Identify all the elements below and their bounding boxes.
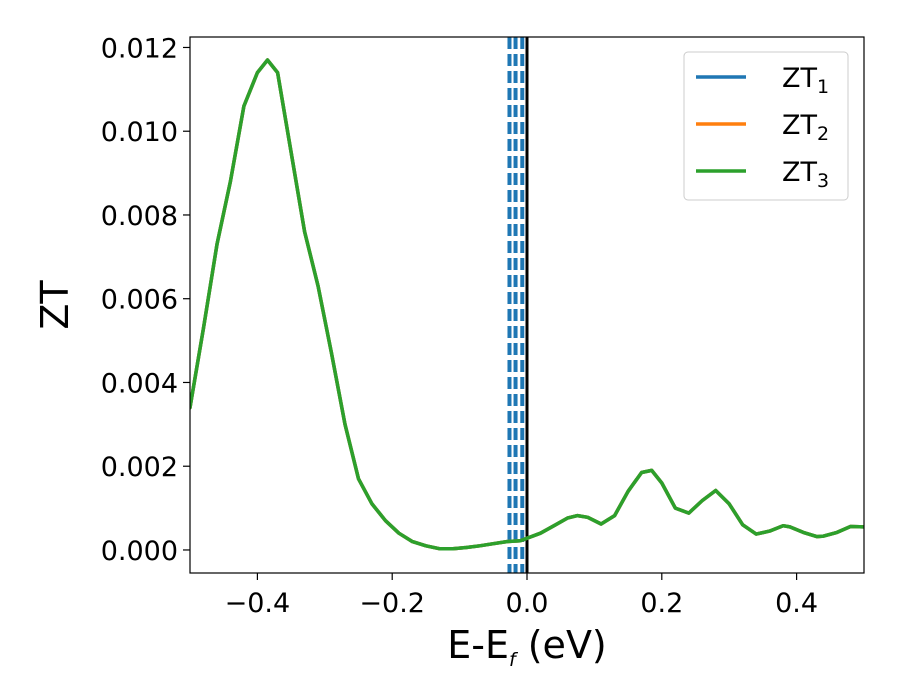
x-axis-label: E-Ef (eV) <box>447 623 607 671</box>
x-tick-label: −0.4 <box>225 588 291 619</box>
y-axis-label: ZT <box>33 280 77 330</box>
y-axis: 0.000 0.002 0.004 0.006 0.008 0.010 0.012 <box>101 33 190 567</box>
legend: ZT1 ZT2 ZT3 <box>683 51 849 201</box>
y-tick-label: 0.010 <box>101 117 178 148</box>
y-tick-label: 0.008 <box>101 201 178 232</box>
series-lines <box>190 58 864 551</box>
legend-label-2: ZT2 <box>782 110 829 145</box>
x-tick-label: 0.0 <box>506 588 549 619</box>
x-tick-label: 0.2 <box>640 588 683 619</box>
y-tick-label: 0.002 <box>101 452 178 483</box>
series-line-3 <box>190 58 864 551</box>
legend-frame <box>683 51 849 201</box>
y-tick-label: 0.012 <box>101 33 178 64</box>
y-tick-label: 0.000 <box>101 536 178 567</box>
y-tick-label: 0.004 <box>101 368 178 399</box>
x-tick-label: −0.2 <box>359 588 425 619</box>
reference-lines <box>507 37 529 573</box>
x-tick-label: 0.4 <box>775 588 818 619</box>
y-tick-label: 0.006 <box>101 285 178 316</box>
legend-label-1: ZT1 <box>782 63 829 98</box>
x-axis: −0.4 −0.2 0.0 0.2 0.4 <box>225 573 818 619</box>
legend-label-3: ZT3 <box>782 157 829 192</box>
